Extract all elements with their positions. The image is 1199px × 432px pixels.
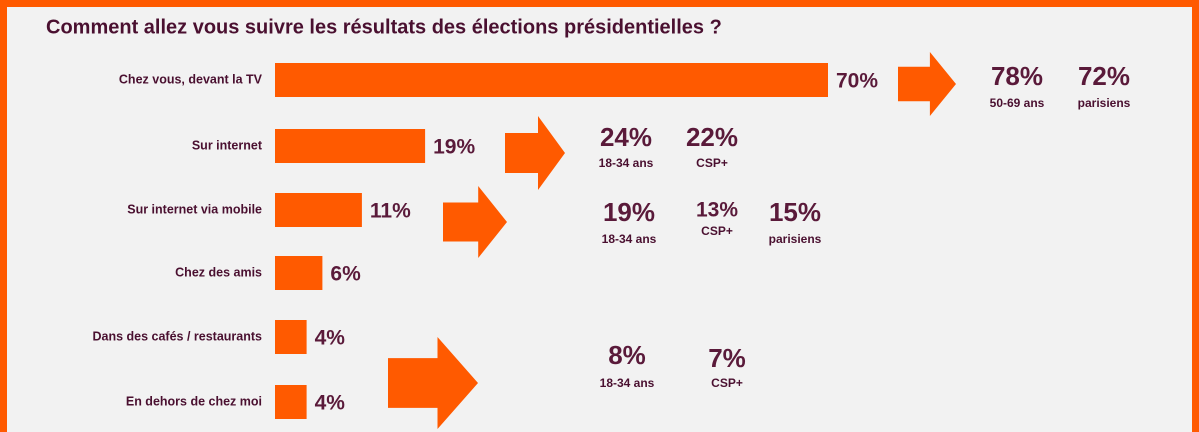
callout-value: 22% — [686, 122, 738, 152]
arrow — [388, 337, 478, 429]
callout-value: 24% — [600, 122, 652, 152]
category-label: En dehors de chez moi — [126, 394, 262, 408]
callout-group: 18-34 ans — [599, 156, 654, 170]
callout-group: 18-34 ans — [600, 376, 655, 390]
category-label: Dans des cafés / restaurants — [92, 329, 262, 343]
callout-value: 7% — [708, 343, 746, 373]
category-label: Chez vous, devant la TV — [119, 72, 263, 86]
bar — [275, 385, 307, 419]
category-label: Sur internet — [192, 138, 263, 152]
callout-value: 19% — [603, 197, 655, 227]
arrow — [443, 186, 507, 258]
callout-group: parisiens — [1078, 96, 1131, 110]
callout-value: 13% — [696, 199, 738, 222]
arrow — [898, 52, 956, 116]
value-label: 6% — [330, 263, 361, 286]
bar — [275, 320, 307, 354]
bar — [275, 256, 323, 290]
callout-group: 18-34 ans — [602, 232, 657, 246]
value-label: 4% — [315, 392, 346, 415]
callout-group: CSP+ — [696, 156, 728, 170]
category-label: Chez des amis — [175, 265, 262, 279]
value-label: 4% — [315, 327, 346, 350]
value-label: 70% — [836, 70, 878, 93]
callout-value: 8% — [608, 340, 646, 370]
callout-group: parisiens — [769, 232, 822, 246]
callout-group: CSP+ — [711, 376, 743, 390]
arrow — [505, 116, 565, 190]
callout-group: CSP+ — [701, 224, 733, 238]
callout-group: 50-69 ans — [990, 96, 1045, 110]
bar — [275, 129, 426, 163]
callout-value: 15% — [769, 197, 821, 227]
callout-value: 72% — [1078, 61, 1130, 91]
value-label: 19% — [433, 136, 475, 159]
bar — [275, 63, 828, 97]
value-label: 11% — [370, 200, 411, 223]
chart-title: Comment allez vous suivre les résultats … — [46, 16, 722, 38]
bar — [275, 193, 362, 227]
category-label: Sur internet via mobile — [127, 202, 262, 216]
callout-value: 78% — [991, 61, 1043, 91]
